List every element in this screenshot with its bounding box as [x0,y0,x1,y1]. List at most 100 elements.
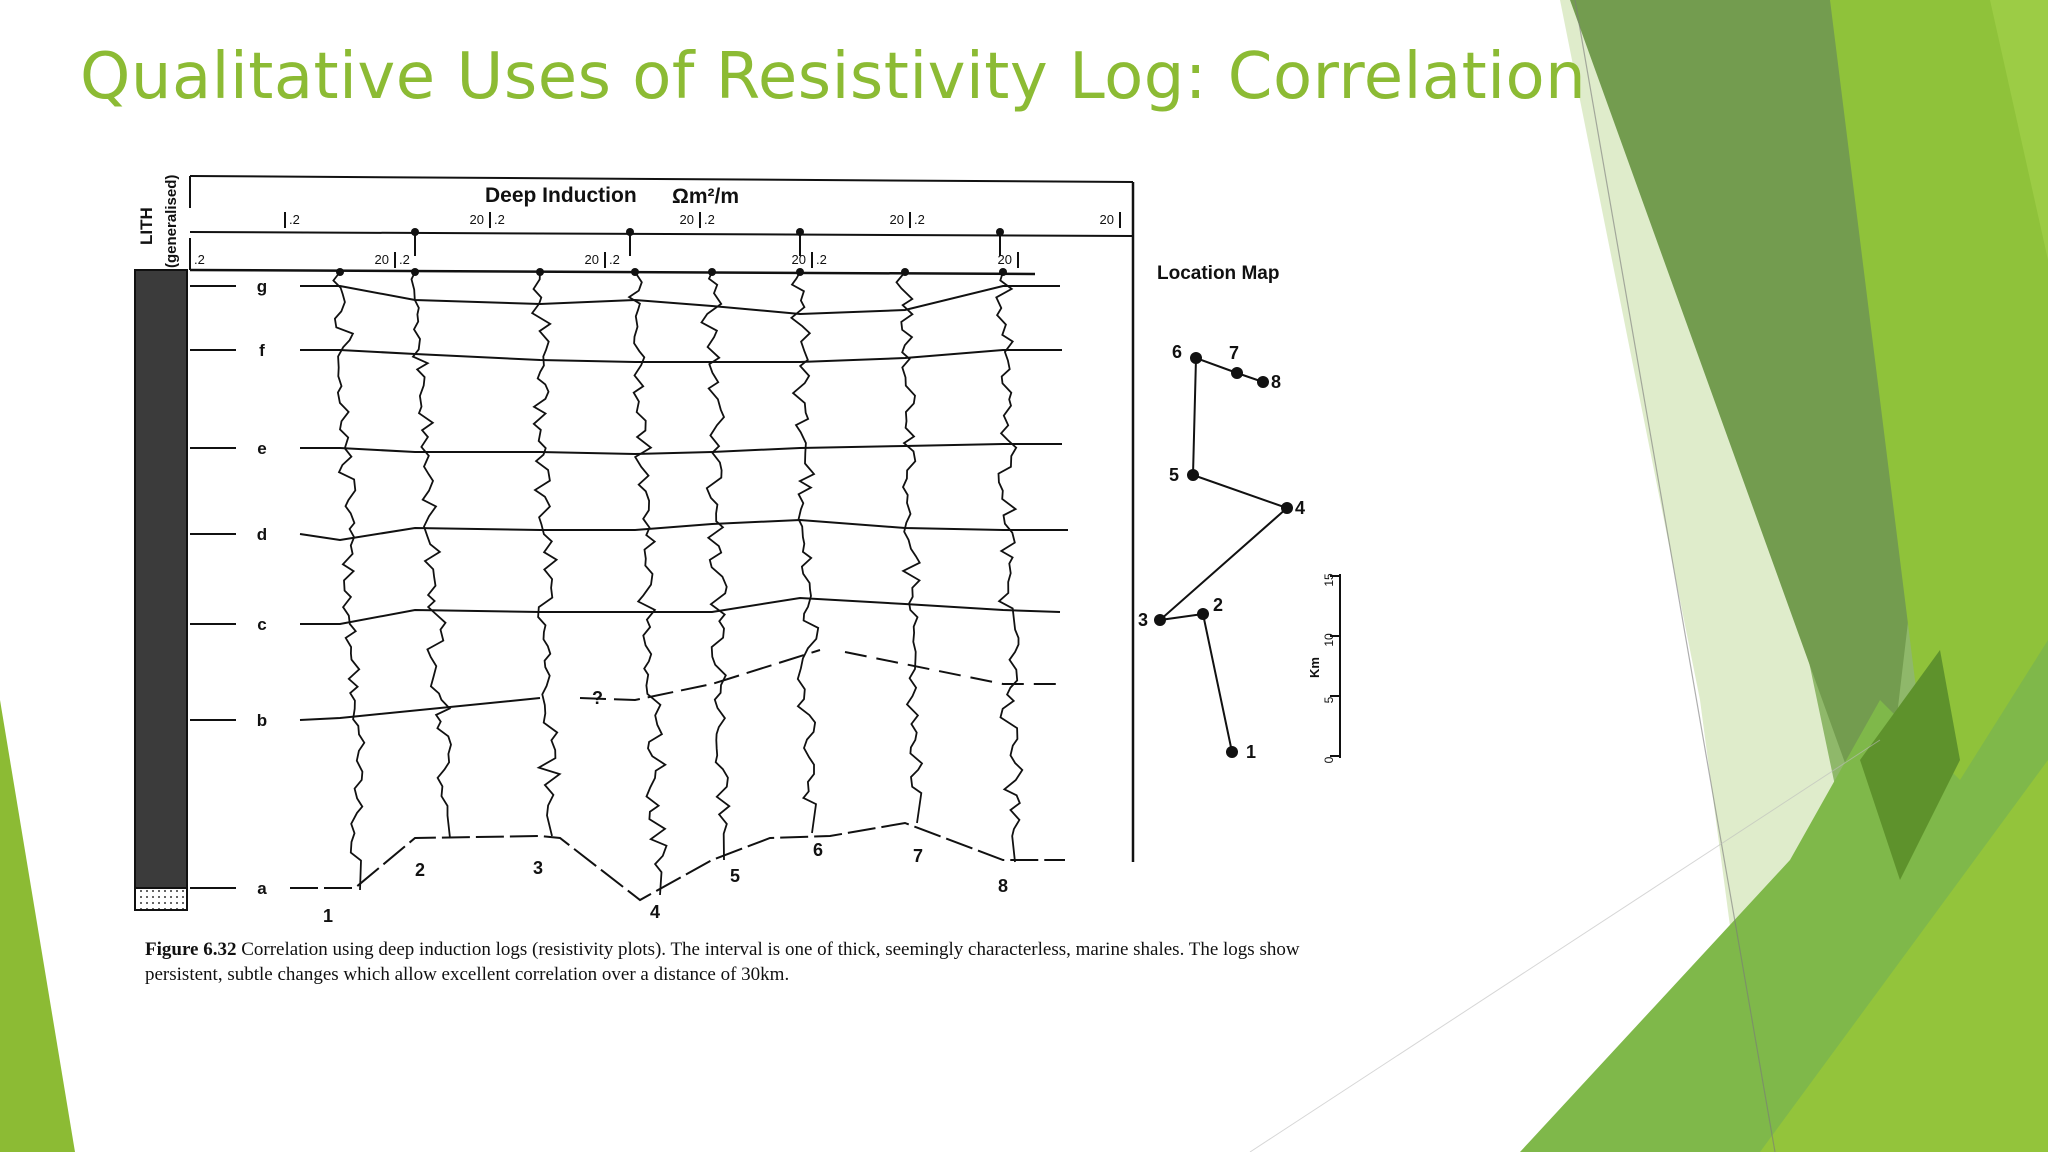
well-header-dot [796,228,804,236]
well-label-4: 4 [650,902,660,922]
well-top-dot [796,268,804,276]
km-tick-label: 5 [1322,696,1336,703]
unit-labels: g f e d c b a [190,277,267,898]
scale-max-label: 20 [375,252,389,267]
scale-min-label: .2 [609,252,620,267]
location-point-1 [1226,746,1238,758]
correlation-line-b [299,697,541,721]
location-label-2: 2 [1213,595,1223,615]
deco-facet-lower-bright [1760,760,2048,1152]
log-trace-well-1 [332,271,366,891]
deco-facet-lower-dark [1860,650,1960,880]
unit-label-d: d [257,525,267,544]
correlation-line-d [299,518,1068,542]
location-label-8: 8 [1271,372,1281,392]
well-header-dot [996,228,1004,236]
lith-label: LITH [137,207,156,245]
header-unit: Ωm²/m [672,185,739,208]
location-map-path [1156,356,1289,753]
header-title: Deep Induction [485,184,637,207]
lith-label-group: LITH (generalised) [137,175,180,268]
scale-min-label: .2 [914,212,925,227]
log-trace-well-2 [410,271,452,839]
unit-label-e: e [257,439,266,458]
deco-facet-dark [1570,0,1920,860]
location-point-7 [1231,367,1243,379]
well-header-dot [626,228,634,236]
scale-max-label: 20 [890,212,904,227]
location-point-6 [1190,352,1202,364]
scale-max-label: 20 [998,252,1012,267]
well-label-1: 1 [323,906,333,926]
scale-max-label: 20 [792,252,806,267]
log-scales: .2 20 .2 20 .2 20 .2 20 .2 20 .2 20 .2 20 .2 20 [189,212,1121,268]
location-point-4 [1281,502,1293,514]
scale-max-label: 20 [1100,212,1114,227]
km-unit-label: Km [1307,657,1322,678]
log-trace-well-4 [627,271,668,896]
location-point-2 [1197,608,1209,620]
well-label-3: 3 [533,858,543,878]
km-scale-bar: 0 5 10 15 Km [1307,573,1341,763]
log-header [189,175,1135,862]
correlation-line-f [300,349,1062,363]
scale-min-label: .2 [194,252,205,267]
well-top-dot [901,268,909,276]
well-top-dot [536,268,544,276]
caption-label: Figure 6.32 [145,939,237,960]
correlation-line-g [300,285,1060,316]
location-label-3: 3 [1138,610,1148,630]
location-label-4: 4 [1295,498,1305,518]
deco-thin-line-1 [1574,0,1776,1152]
well-label-5: 5 [730,866,740,886]
scale-min-label: .2 [816,252,827,267]
location-map-title: Location Map [1157,263,1279,284]
deco-facet-top-right [1990,0,2048,260]
correlation-line-c [300,596,1061,625]
km-tick-label: 15 [1322,573,1336,587]
location-label-5: 5 [1169,465,1179,485]
slide-title: Qualitative Uses of Resistivity Log: Cor… [80,40,1587,114]
well-header-dot [411,228,419,236]
well-labels: 1 2 3 4 5 6 7 8 [323,840,1008,926]
well-label-2: 2 [415,860,425,880]
lith-sublabel: (generalised) [163,175,180,268]
correlation-line-e [300,443,1062,456]
location-label-7: 7 [1229,343,1239,363]
correlation-lines [290,285,1068,902]
left-green-wedge [0,700,75,1152]
unit-label-f: f [259,341,265,360]
well-label-7: 7 [913,846,923,866]
scale-min-label: .2 [399,252,410,267]
log-trace-well-8 [995,271,1024,863]
correlation-line-b-dashed [579,649,821,702]
caption-text: Correlation using deep induction logs (r… [145,939,1300,985]
location-point-5 [1187,469,1199,481]
correlation-line-b-dashed-right [844,651,1065,685]
well-top-dot [999,268,1007,276]
location-point-8 [1257,376,1269,388]
location-label-1: 1 [1246,742,1256,762]
figure-caption: Figure 6.32 Correlation using deep induc… [145,937,1325,987]
uncertain-mark: ? [592,688,603,708]
well-top-dot [708,268,716,276]
scale-max-label: 20 [470,212,484,227]
scale-min-label: .2 [289,212,300,227]
well-label-6: 6 [813,840,823,860]
log-trace-well-6 [789,271,820,834]
log-tracks [332,268,1024,896]
lith-column-sand [134,887,188,911]
log-trace-well-5 [700,271,731,861]
lith-column-shale [134,269,188,889]
scale-max-label: 20 [680,212,694,227]
well-top-dot [411,268,419,276]
location-label-6: 6 [1172,342,1182,362]
location-map: 1 2 3 4 5 6 7 8 [1138,342,1305,762]
km-tick-label: 0 [1322,756,1336,763]
well-label-8: 8 [998,876,1008,896]
scale-min-label: .2 [494,212,505,227]
scale-max-label: 20 [585,252,599,267]
correlation-line-a [290,821,1065,902]
